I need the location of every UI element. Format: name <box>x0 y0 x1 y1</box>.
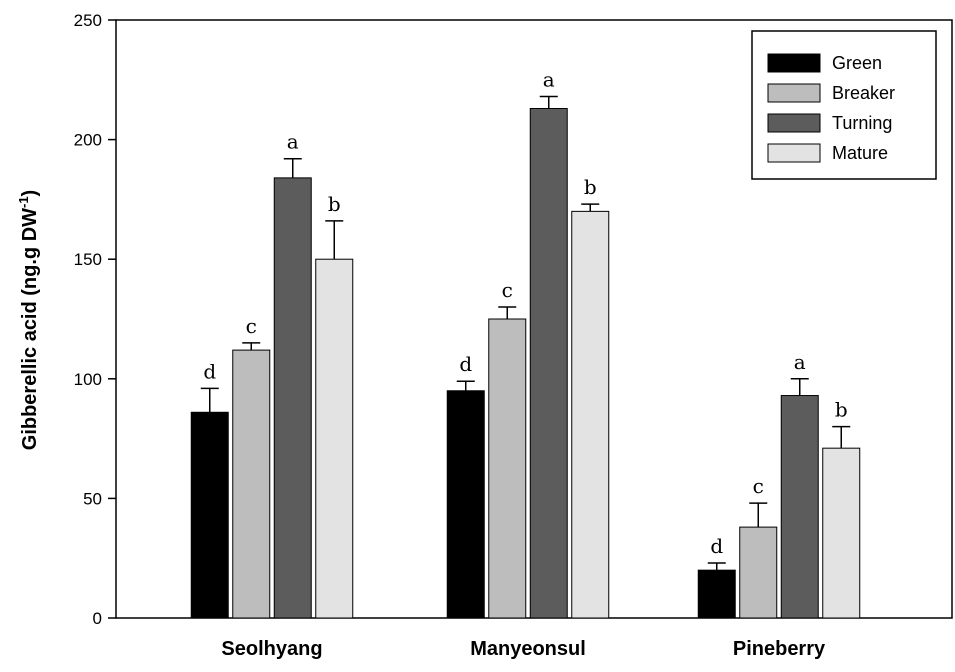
significance-letter: b <box>328 192 341 216</box>
significance-letter: d <box>459 352 472 376</box>
y-tick-label: 200 <box>74 131 102 150</box>
legend-swatch <box>767 113 821 133</box>
significance-letter: a <box>287 130 299 154</box>
bar-group: c <box>739 474 778 619</box>
bars: d c a b d c a b d c a b <box>190 68 861 619</box>
x-category-label: Seolhyang <box>221 638 322 660</box>
bar <box>488 318 527 619</box>
y-axis-title-main: Gibberellic acid (ng.g DW <box>19 208 41 450</box>
significance-letter: b <box>835 398 848 422</box>
significance-letter: a <box>543 68 555 92</box>
bar <box>529 108 568 619</box>
y-tick-label: 250 <box>74 11 102 30</box>
legend-label: Breaker <box>832 83 895 103</box>
bar-group: b <box>822 398 861 619</box>
bar <box>273 177 312 619</box>
bar-group: b <box>315 192 354 619</box>
bar-group: d <box>190 359 229 619</box>
bar <box>780 395 819 619</box>
y-tick-label: 50 <box>83 489 102 508</box>
significance-letter: d <box>710 534 723 558</box>
legend-label: Mature <box>832 143 888 163</box>
y-tick-label: 0 <box>93 609 102 628</box>
bar-group: a <box>273 130 312 619</box>
legend-swatch <box>767 53 821 73</box>
y-axis-title-suffix: ) <box>19 190 41 197</box>
significance-letter: a <box>794 350 806 374</box>
y-axis-title-superscript: -1 <box>16 196 31 208</box>
bar <box>315 258 354 619</box>
bar-group: d <box>697 534 736 619</box>
legend: Green Breaker Turning Mature <box>751 30 937 180</box>
legend-swatch <box>767 143 821 163</box>
y-axis-title: Gibberellic acid (ng.g DW-1) <box>16 190 41 450</box>
significance-letter: c <box>753 474 764 498</box>
y-tick-label: 100 <box>74 370 102 389</box>
x-axis: Seolhyang Manyeonsul Pineberry <box>221 638 826 660</box>
x-category-label: Manyeonsul <box>470 638 586 660</box>
bar <box>190 411 229 619</box>
bar <box>697 569 736 619</box>
bar-group: c <box>232 314 271 619</box>
significance-letter: b <box>584 175 597 199</box>
significance-letter: c <box>246 314 257 338</box>
bar <box>739 526 778 619</box>
legend-label: Green <box>832 53 882 73</box>
bar-group: a <box>529 68 568 619</box>
bar <box>232 349 271 619</box>
bar-group: a <box>780 350 819 619</box>
legend-label: Turning <box>832 113 892 133</box>
y-tick-label: 150 <box>74 250 102 269</box>
significance-letter: d <box>203 359 216 383</box>
bar-group: d <box>446 352 485 619</box>
bar-group: c <box>488 278 527 619</box>
significance-letter: c <box>502 278 513 302</box>
bar <box>446 390 485 619</box>
bar <box>822 447 861 619</box>
x-category-label: Pineberry <box>733 638 826 660</box>
bar <box>571 210 610 619</box>
bar-group: b <box>571 175 610 619</box>
y-axis: 0 50 100 150 200 250 <box>74 11 116 628</box>
legend-swatch <box>767 83 821 103</box>
